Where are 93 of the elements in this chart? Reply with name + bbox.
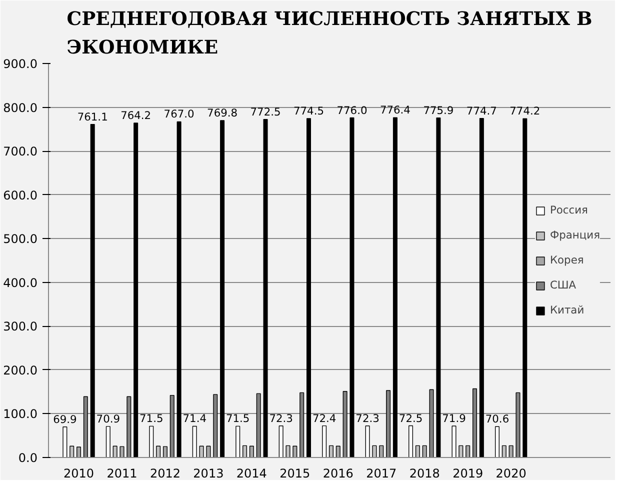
bar — [278, 426, 284, 458]
bar — [286, 445, 290, 458]
data-label: 772.5 — [250, 105, 281, 118]
bar — [90, 124, 95, 458]
data-label: 72.3 — [269, 412, 293, 425]
data-label: 769.8 — [207, 106, 238, 120]
bar — [422, 445, 427, 458]
bar — [176, 121, 182, 458]
bar — [508, 445, 514, 458]
y-tick-label: 500.0 — [3, 232, 38, 246]
x-tick-label: 2020 — [496, 466, 526, 480]
bar — [336, 446, 340, 458]
data-label: 71.5 — [140, 412, 164, 426]
data-label: 72.4 — [312, 412, 336, 425]
bar — [466, 445, 470, 458]
bar — [365, 426, 370, 458]
data-label: 761.1 — [77, 110, 108, 124]
bar — [379, 445, 384, 458]
y-tick-label: 300.0 — [3, 320, 38, 334]
legend-label: Франция — [550, 228, 600, 242]
x-tick-label: 2011 — [106, 466, 138, 480]
y-tick-label: 200.0 — [3, 363, 38, 378]
data-label: 774.5 — [293, 104, 324, 118]
bar — [479, 118, 484, 458]
x-tick-label: 2015 — [280, 466, 310, 480]
bar — [120, 446, 124, 458]
bar — [206, 446, 211, 458]
bar — [236, 426, 240, 458]
bar — [392, 117, 398, 458]
bar — [76, 446, 82, 458]
data-label: 774.2 — [510, 104, 540, 118]
bar — [458, 445, 464, 458]
y-tick-label: 100.0 — [3, 407, 38, 422]
chart-title: СРЕДНЕГОДОВАЯ ЧИСЛЕННОСТЬ ЗАНЯТЫХ В ЭКОНОМИКЕ — [66, 8, 592, 58]
data-label: 71.4 — [182, 412, 207, 426]
data-label: 71.9 — [442, 412, 466, 426]
data-label: 72.5 — [398, 412, 423, 425]
x-tick-label: 2010 — [63, 466, 94, 480]
x-tick-label: 2016 — [322, 466, 354, 480]
bar — [70, 446, 74, 458]
bar — [292, 446, 298, 458]
y-tick-label: 800.0 — [3, 100, 38, 115]
bar — [220, 120, 225, 458]
data-label: 776.4 — [380, 104, 411, 117]
bar — [62, 426, 68, 458]
bar — [162, 446, 168, 458]
x-tick-label: 2013 — [193, 466, 224, 480]
data-label: 774.7 — [466, 104, 497, 118]
bar — [106, 426, 110, 458]
legend-label: Китай — [550, 304, 584, 316]
bar — [199, 446, 204, 458]
y-tick-label: 600.0 — [3, 188, 38, 202]
data-label: 69.9 — [53, 412, 78, 426]
bar — [408, 425, 414, 458]
x-tick-label: 2012 — [150, 466, 180, 480]
bar — [522, 118, 528, 458]
data-label: 767.0 — [164, 108, 195, 121]
bar — [192, 426, 197, 458]
legend-label: Корея — [550, 254, 584, 266]
y-tick-label: 400.0 — [3, 276, 38, 290]
y-tick-label: 900.0 — [3, 57, 38, 71]
bar — [436, 117, 441, 458]
bar — [502, 445, 506, 458]
data-label: 764.2 — [120, 108, 152, 122]
y-tick-label: 0.0 — [18, 451, 38, 465]
bar — [134, 122, 138, 458]
data-label: 776.0 — [336, 104, 368, 117]
bar — [328, 445, 334, 458]
x-tick-label: 2017 — [366, 466, 397, 480]
x-tick-label: 2019 — [452, 466, 484, 480]
legend-label: Россия — [550, 204, 588, 216]
x-tick-label: 2018 — [409, 466, 440, 480]
bar — [452, 426, 456, 458]
bar — [263, 118, 268, 458]
data-label: 71.5 — [226, 412, 250, 426]
data-label: 72.3 — [356, 412, 380, 425]
y-tick-label: 700.0 — [3, 144, 38, 159]
bar — [350, 117, 354, 458]
data-label: 70.6 — [485, 412, 510, 426]
bar — [156, 446, 161, 458]
bar — [112, 446, 118, 458]
bar — [494, 426, 500, 458]
bar — [306, 118, 311, 458]
data-label: 775.9 — [423, 104, 454, 117]
bar — [242, 445, 248, 458]
bar — [415, 445, 420, 458]
bar — [149, 426, 154, 458]
bar — [372, 445, 377, 458]
x-tick-label: 2014 — [236, 466, 267, 480]
data-label: 70.9 — [96, 412, 120, 426]
bar — [249, 446, 254, 458]
legend-label: США — [550, 278, 576, 292]
bar — [322, 425, 327, 458]
